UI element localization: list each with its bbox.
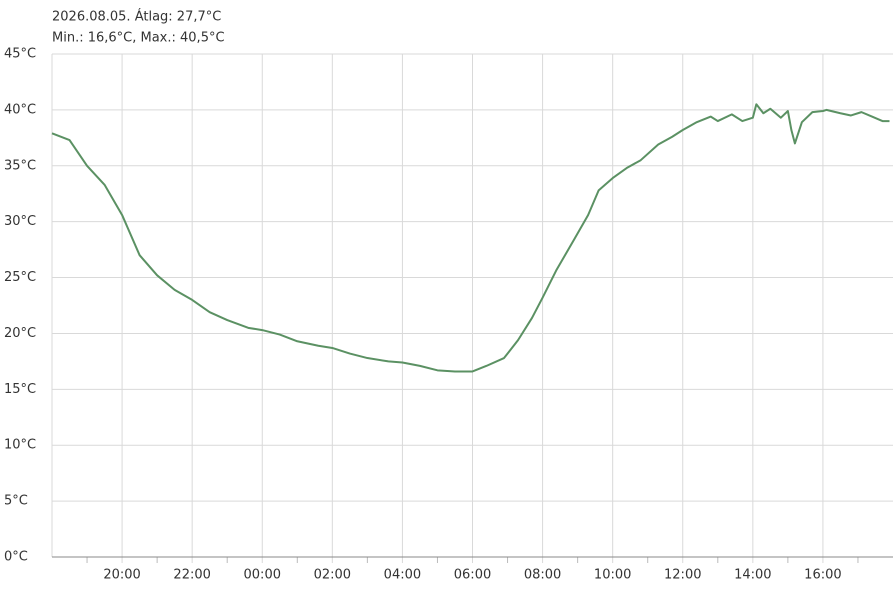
chart-subtitle: Min.: 16,6°C, Max.: 40,5°C — [52, 31, 225, 46]
y-tick-label: 10°C — [4, 438, 36, 453]
x-tick-label: 22:00 — [173, 568, 210, 583]
x-tick-label: 16:00 — [804, 568, 841, 583]
y-tick-label: 5°C — [4, 494, 28, 509]
y-tick-label: 0°C — [4, 550, 28, 565]
x-tick-label: 12:00 — [664, 568, 701, 583]
y-tick-label: 35°C — [4, 158, 36, 173]
x-tick-label: 08:00 — [524, 568, 561, 583]
x-tick-label: 20:00 — [103, 568, 140, 583]
x-tick-label: 02:00 — [314, 568, 351, 583]
line-series — [51, 103, 890, 373]
y-tick-label: 20°C — [4, 326, 36, 341]
chart-title: 2026.08.05. Átlag: 27,7°C — [52, 9, 221, 25]
x-tick-label: 06:00 — [454, 568, 491, 583]
y-tick-label: 45°C — [4, 47, 36, 62]
y-tick-label: 40°C — [4, 102, 36, 117]
x-tick-label: 04:00 — [384, 568, 421, 583]
y-tick-label: 25°C — [4, 270, 36, 285]
y-tick-label: 30°C — [4, 214, 36, 229]
x-tick-label: 14:00 — [734, 568, 771, 583]
y-tick-label: 15°C — [4, 382, 36, 397]
x-tick-label: 10:00 — [594, 568, 631, 583]
x-tick-label: 00:00 — [244, 568, 281, 583]
